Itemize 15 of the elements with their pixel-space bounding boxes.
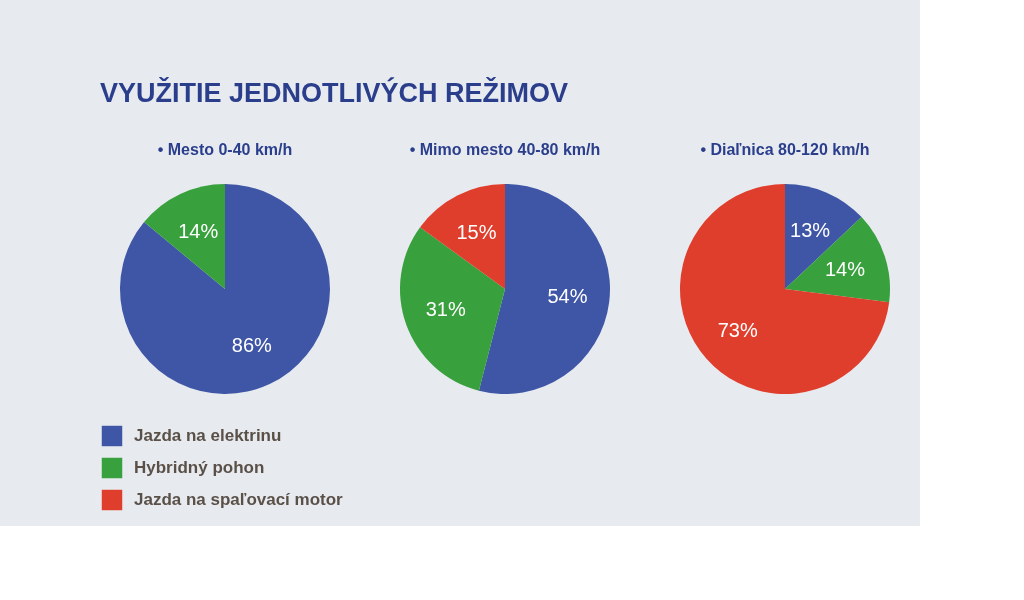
data-label: 31% (425, 298, 466, 321)
data-label: 14% (178, 220, 219, 242)
data-label: 13% (790, 219, 831, 242)
data-label: 54% (547, 284, 588, 307)
data-label: 15% (456, 220, 497, 243)
legend-label: Jazda na elektrinu (134, 426, 282, 445)
slice-label: • Mesto 0-40 km/h (157, 141, 293, 158)
chart-title: VYUŽITIE JEDNOTLIVÝCH REŽIMOV (100, 77, 569, 108)
legend-label: Jazda na spaľovací motor (134, 490, 344, 509)
legend-label: Hybridný pohon (134, 458, 265, 477)
data-label: 14% (824, 257, 866, 280)
data-label: 73% (717, 318, 758, 341)
data-label: 86% (231, 334, 273, 356)
slice-label: • Mimo mesto 40-80 km/h (409, 141, 601, 158)
slice-label: • Diaľnica 80-120 km/h (700, 141, 870, 158)
